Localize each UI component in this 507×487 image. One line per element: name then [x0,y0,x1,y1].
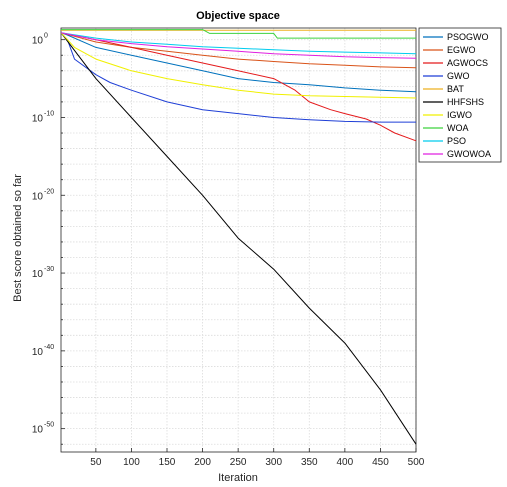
y-tick-label: 10 [32,269,44,280]
x-tick-label: 150 [159,457,176,468]
x-axis-label: Iteration [218,472,258,484]
grid-lines [61,28,417,452]
series-line-igwo [60,32,417,99]
legend-label: IGWO [447,110,472,120]
legend-label: BAT [447,84,464,94]
y-tick-base: 10 [32,36,44,47]
y-tick-exponent: -30 [44,266,54,273]
y-tick-base: 10 [32,113,44,124]
y-tick-exponent: -40 [44,344,54,351]
legend-label: AGWOCS [447,58,488,68]
y-tick-exponent: -50 [44,422,54,429]
legend: PSOGWO EGWO AGWOCS GWO BAT HHFSHS IGWO WOA PSO GW… [418,27,502,163]
y-tick-label: 10 [32,347,44,358]
x-tick-label: 400 [337,457,354,468]
series-line-pso [60,32,417,55]
x-tick-label: 250 [230,457,247,468]
chart-title: Objective space [196,10,280,22]
y-tick-exponent: -10 [44,110,54,117]
x-tick-label: 500 [408,457,425,468]
legend-label: WOA [447,123,469,133]
legend-label: PSOGWO [447,32,489,42]
y-tick-label: 10 [32,425,44,436]
y-tick-exponent: -20 [44,188,54,195]
legend-label: PSO [447,136,466,146]
x-tick-label: 450 [372,457,389,468]
x-tick-label: 100 [123,457,140,468]
series-line-gwo [60,32,416,123]
x-tick-label: 350 [301,457,318,468]
y-tick-base: 10 [32,191,44,202]
y-axis-label: Best score obtained so far [12,174,24,302]
series-line-agwocs [60,32,417,142]
x-tick-label: 50 [90,457,102,468]
y-tick-base: 10 [32,425,44,436]
series-line-hhfshs [60,32,417,445]
x-tick-label: 200 [194,457,211,468]
y-tick-label: 10 [32,113,44,124]
y-tick-exponent: 0 [44,33,48,40]
legend-label: GWO [447,71,470,81]
y-tick-base: 10 [32,347,44,358]
series-lines [60,29,417,445]
series-line-egwo [60,32,417,69]
legend-label: GWOWOA [447,149,491,159]
series-line-woa [61,29,416,39]
series-line-psogwo [60,32,417,93]
x-tick-label: 300 [265,457,282,468]
legend-label: HHFSHS [447,97,484,107]
y-tick-label: 10 [32,191,44,202]
y-tick-label: 10 [32,36,44,47]
series-line-gwowoa [60,32,417,59]
legend-label: EGWO [447,45,476,55]
y-tick-base: 10 [32,269,44,280]
